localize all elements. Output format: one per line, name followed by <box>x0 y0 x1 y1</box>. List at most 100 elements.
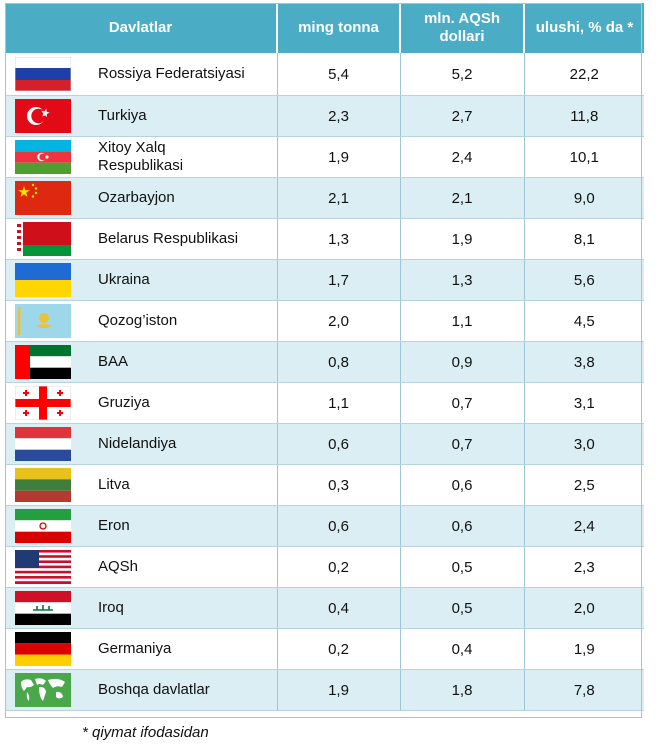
country-name: Ozarbayjon <box>98 189 175 206</box>
tonnes-cell: 2,1 <box>277 177 401 219</box>
usd-cell: 1,1 <box>400 300 525 342</box>
georgia-flag-icon <box>15 386 71 420</box>
country-cell: Eron <box>5 505 278 547</box>
header-row: Davlatlar ming tonna mln. AQSh dollari u… <box>5 3 644 53</box>
ukraine-flag-icon <box>15 263 71 297</box>
country-name: Ukraina <box>98 271 150 288</box>
share-cell: 10,1 <box>524 136 644 178</box>
usd-cell: 1,8 <box>400 669 525 711</box>
usd-cell: 0,4 <box>400 628 525 670</box>
usd-cell: 0,7 <box>400 382 525 424</box>
share-cell: 11,8 <box>524 95 644 137</box>
table-row: Belarus Respublikasi 1,3 1,9 8,1 <box>5 218 644 260</box>
usa-flag-icon <box>15 550 71 584</box>
table-row: Iroq 0,4 0,5 2,0 <box>5 587 644 629</box>
country-name: Xitoy Xalq Respublikasi <box>98 139 184 174</box>
country-cell: Xitoy Xalq Respublikasi <box>5 136 278 178</box>
share-cell: 7,8 <box>524 669 644 711</box>
usd-cell: 0,5 <box>400 546 525 588</box>
usd-cell: 5,2 <box>400 53 525 96</box>
share-cell: 2,5 <box>524 464 644 506</box>
table-row: Litva 0,3 0,6 2,5 <box>5 464 644 506</box>
usd-cell: 0,9 <box>400 341 525 383</box>
country-cell: Turkiya <box>5 95 278 137</box>
country-name: BAA <box>98 353 129 370</box>
country-name: Boshqa davlatlar <box>98 681 210 698</box>
country-cell: Litva <box>5 464 278 506</box>
country-name: Turkiya <box>98 107 147 124</box>
table-row: Boshqa davlatlar 1,9 1,8 7,8 <box>5 669 644 711</box>
country-name: Nidelandiya <box>98 435 177 452</box>
table-row: Ozarbayjon 2,1 2,1 9,0 <box>5 177 644 219</box>
tonnes-cell: 1,3 <box>277 218 401 260</box>
tonnes-cell: 1,9 <box>277 669 401 711</box>
country-name: Belarus Respublikasi <box>98 230 239 247</box>
table-row: BAA 0,8 0,9 3,8 <box>5 341 644 383</box>
usd-cell: 0,5 <box>400 587 525 629</box>
table-row: Qozog’iston 2,0 1,1 4,5 <box>5 300 644 342</box>
table-row: Ukraina 1,7 1,3 5,6 <box>5 259 644 301</box>
netherlands-flag-icon <box>15 427 71 461</box>
country-cell: BAA <box>5 341 278 383</box>
country-name: Litva <box>98 476 130 493</box>
share-cell: 3,0 <box>524 423 644 465</box>
country-cell: Ozarbayjon <box>5 177 278 219</box>
belarus-flag-icon <box>15 222 71 256</box>
usd-cell: 2,4 <box>400 136 525 178</box>
country-name: Qozog’iston <box>98 312 178 329</box>
iran-flag-icon <box>15 509 71 543</box>
export-table: Davlatlar ming tonna mln. AQSh dollari u… <box>5 3 644 711</box>
share-cell: 3,8 <box>524 341 644 383</box>
country-cell: Rossiya Federatsiyasi <box>5 53 278 96</box>
share-cell: 2,3 <box>524 546 644 588</box>
share-cell: 3,1 <box>524 382 644 424</box>
country-name: Rossiya Federatsiyasi <box>98 65 245 82</box>
country-name: Gruziya <box>98 394 150 411</box>
usd-cell: 0,7 <box>400 423 525 465</box>
table-row: Xitoy Xalq Respublikasi 1,9 2,4 10,1 <box>5 136 644 178</box>
country-name: Eron <box>98 517 130 534</box>
usd-cell: 2,7 <box>400 95 525 137</box>
country-cell: Ukraina <box>5 259 278 301</box>
table-row: Nidelandiya 0,6 0,7 3,0 <box>5 423 644 465</box>
table-row: Gruziya 1,1 0,7 3,1 <box>5 382 644 424</box>
azerbaijan-flag-icon <box>15 140 71 174</box>
world-map-icon <box>15 673 71 707</box>
russia-flag-icon <box>15 57 71 91</box>
share-cell: 9,0 <box>524 177 644 219</box>
share-cell: 5,6 <box>524 259 644 301</box>
country-name: Germaniya <box>98 640 172 657</box>
tonnes-cell: 0,6 <box>277 505 401 547</box>
usd-cell: 1,3 <box>400 259 525 301</box>
kazakhstan-flag-icon <box>15 304 71 338</box>
tonnes-cell: 0,2 <box>277 546 401 588</box>
usd-cell: 2,1 <box>400 177 525 219</box>
uae-flag-icon <box>15 345 71 379</box>
table-row: AQSh 0,2 0,5 2,3 <box>5 546 644 588</box>
tonnes-cell: 1,1 <box>277 382 401 424</box>
table-row: Germaniya 0,2 0,4 1,9 <box>5 628 644 670</box>
country-cell: AQSh <box>5 546 278 588</box>
table-row: Turkiya 2,3 2,7 11,8 <box>5 95 644 137</box>
tonnes-cell: 5,4 <box>277 53 401 96</box>
tonnes-cell: 1,7 <box>277 259 401 301</box>
share-cell: 22,2 <box>524 53 644 96</box>
footnote: * qiymat ifodasidan <box>82 724 209 741</box>
germany-flag-icon <box>15 632 71 666</box>
country-cell: Qozog’iston <box>5 300 278 342</box>
iraq-flag-icon <box>15 591 71 625</box>
tonnes-cell: 0,8 <box>277 341 401 383</box>
tonnes-cell: 0,4 <box>277 587 401 629</box>
table-row: Rossiya Federatsiyasi 5,4 5,2 22,2 <box>5 53 644 96</box>
country-cell: Germaniya <box>5 628 278 670</box>
tonnes-cell: 1,9 <box>277 136 401 178</box>
header-country: Davlatlar <box>5 3 278 53</box>
table-row: Eron 0,6 0,6 2,4 <box>5 505 644 547</box>
tonnes-cell: 2,0 <box>277 300 401 342</box>
country-cell: Boshqa davlatlar <box>5 669 278 711</box>
usd-cell: 1,9 <box>400 218 525 260</box>
share-cell: 8,1 <box>524 218 644 260</box>
tonnes-cell: 0,3 <box>277 464 401 506</box>
turkey-flag-icon <box>15 99 71 133</box>
country-name: AQSh <box>98 558 139 575</box>
